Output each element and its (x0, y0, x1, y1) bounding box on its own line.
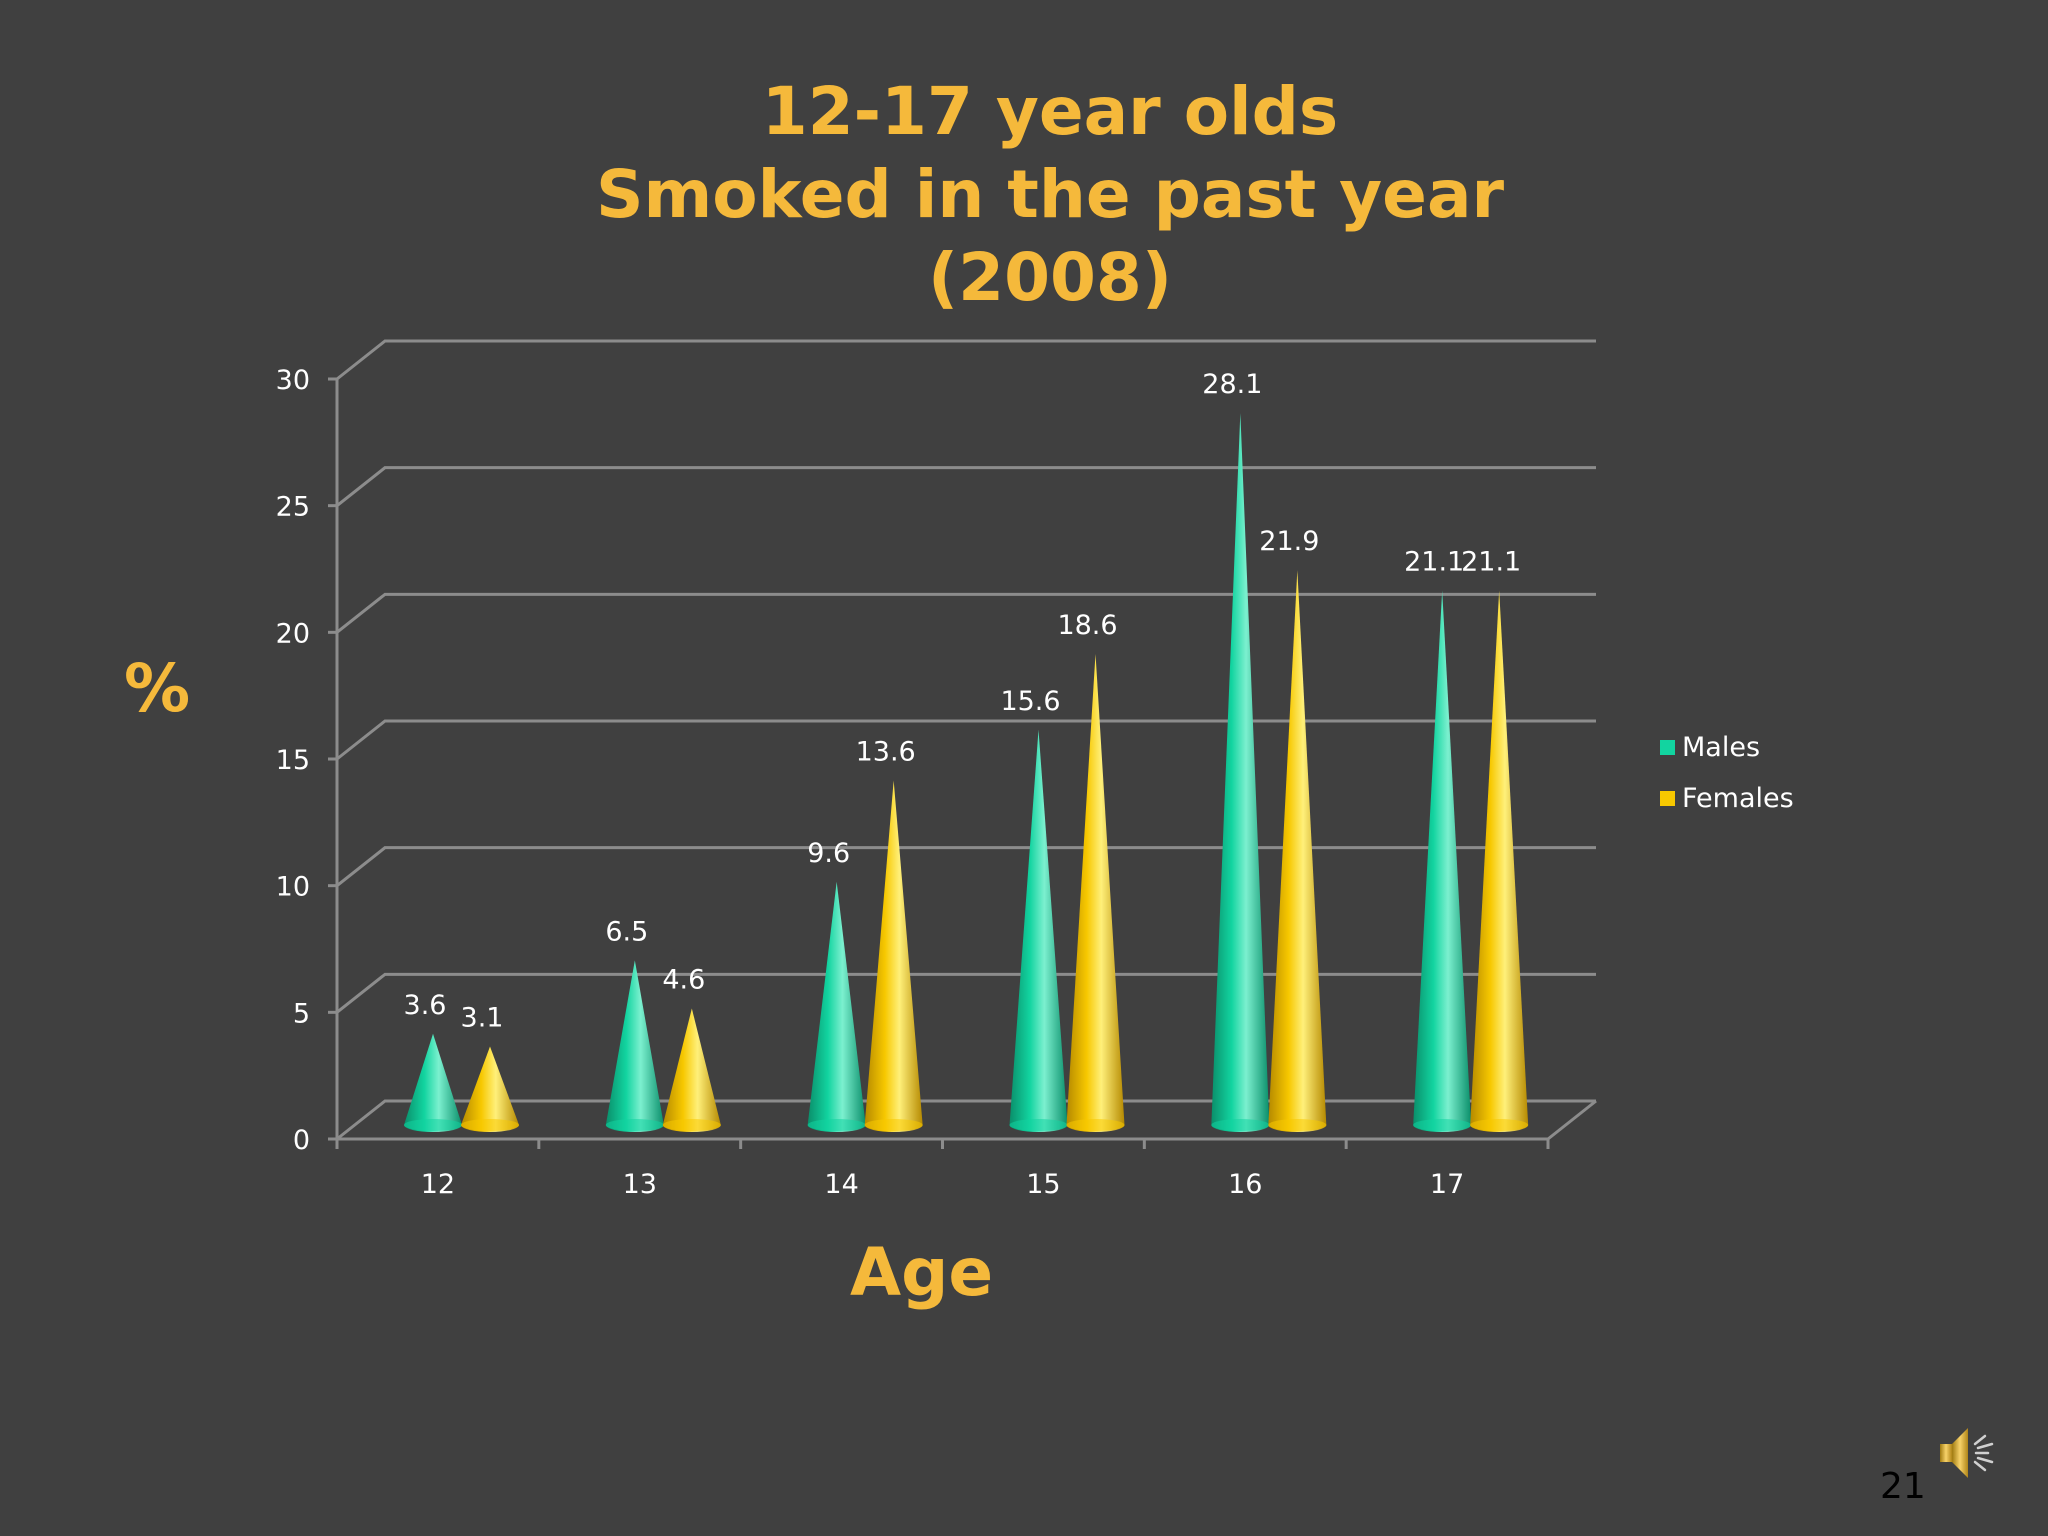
cone-body (1211, 413, 1270, 1133)
data-label: 4.6 (662, 964, 705, 995)
cone-body (461, 1046, 519, 1132)
legend-label-females: Females (1682, 783, 1794, 814)
cone-body (1413, 590, 1472, 1132)
y-tick-label: 5 (293, 998, 310, 1029)
gridlines (336, 339, 1596, 1141)
gridline (336, 339, 1596, 381)
gridline (336, 1099, 1596, 1141)
data-label: 28.1 (1202, 369, 1262, 400)
cone-base (605, 1119, 664, 1131)
legend-label-males: Males (1682, 732, 1761, 763)
y-tick-label: 25 (276, 492, 310, 523)
data-label: 13.6 (856, 736, 916, 767)
cone-females-14 (864, 780, 923, 1132)
gridline (336, 466, 1596, 507)
data-label: 21.1 (1404, 546, 1464, 577)
legend-swatch-males (1660, 740, 1675, 755)
data-label: 18.6 (1057, 610, 1117, 641)
cone-body (1470, 590, 1529, 1132)
legend: Males Females (1660, 722, 1794, 824)
legend-item-males: Males (1660, 722, 1794, 773)
cone-females-12 (461, 1046, 519, 1132)
data-label: 15.6 (1000, 686, 1060, 717)
cone-base (1066, 1119, 1125, 1131)
y-tick-label: 0 (293, 1125, 310, 1156)
cone-females-13 (662, 1008, 721, 1132)
cone-body (1066, 653, 1125, 1132)
cone-males-16 (1211, 413, 1270, 1133)
floor-depth-edge (1547, 1099, 1597, 1141)
data-label: 6.5 (605, 916, 648, 947)
x-tick-label: 15 (1026, 1169, 1060, 1200)
title-line-3: (2008) (927, 239, 1173, 316)
data-label: 21.1 (1461, 546, 1521, 577)
cone-base (1413, 1119, 1472, 1131)
cone-body (807, 881, 866, 1132)
cone-base (1009, 1119, 1068, 1131)
cone-males-15 (1009, 729, 1068, 1132)
x-tick-label: 17 (1430, 1169, 1464, 1200)
cone-males-12 (404, 1033, 462, 1132)
data-label: 3.6 (404, 990, 447, 1021)
cone-base (404, 1119, 462, 1131)
legend-item-females: Females (1660, 773, 1794, 824)
gridline (336, 972, 1596, 1014)
cone-base (1211, 1119, 1270, 1131)
cone-females-17 (1470, 590, 1529, 1132)
cone-base (461, 1119, 519, 1131)
cone-base (1470, 1119, 1529, 1131)
cone-males-17 (1413, 590, 1472, 1132)
page-number: 21 (1880, 1466, 1926, 1507)
cone-females-16 (1268, 570, 1327, 1132)
data-label: 21.9 (1259, 526, 1319, 557)
cone-body (864, 780, 923, 1132)
y-tick-label: 10 (276, 872, 310, 903)
x-tick-label: 14 (824, 1169, 858, 1200)
y-tick-label: 15 (276, 745, 310, 776)
gridline (336, 592, 1596, 634)
title-line-1: 12-17 year olds (761, 73, 1339, 150)
chart-title: 12-17 year olds Smoked in the past year … (0, 70, 2048, 319)
y-tick-label: 20 (276, 618, 310, 649)
cone-body (404, 1033, 462, 1132)
speaker-icon[interactable] (1932, 1420, 2002, 1486)
x-tick-label: 12 (421, 1169, 455, 1200)
cone-base (1268, 1119, 1327, 1131)
cone-females-15 (1066, 653, 1125, 1132)
title-line-2: Smoked in the past year (595, 156, 1505, 233)
cone-body (605, 960, 664, 1132)
cone-body (1009, 729, 1068, 1132)
y-tick-label: 30 (276, 365, 310, 396)
x-axis-label: Age (850, 1234, 994, 1311)
cone-males-14 (807, 881, 866, 1132)
cone-body (662, 1008, 721, 1132)
cone-base (662, 1119, 721, 1131)
data-label: 3.1 (461, 1002, 504, 1033)
gridline (336, 846, 1596, 887)
cone-base (864, 1119, 923, 1131)
cone-body (1268, 570, 1327, 1132)
y-axis-label: % (124, 650, 191, 727)
data-label: 9.6 (807, 838, 850, 869)
gridline (336, 719, 1596, 761)
legend-swatch-females (1660, 791, 1675, 806)
x-tick-label: 13 (623, 1169, 657, 1200)
x-tick-label: 16 (1228, 1169, 1262, 1200)
cone-males-13 (605, 960, 664, 1132)
cone-base (807, 1119, 866, 1131)
